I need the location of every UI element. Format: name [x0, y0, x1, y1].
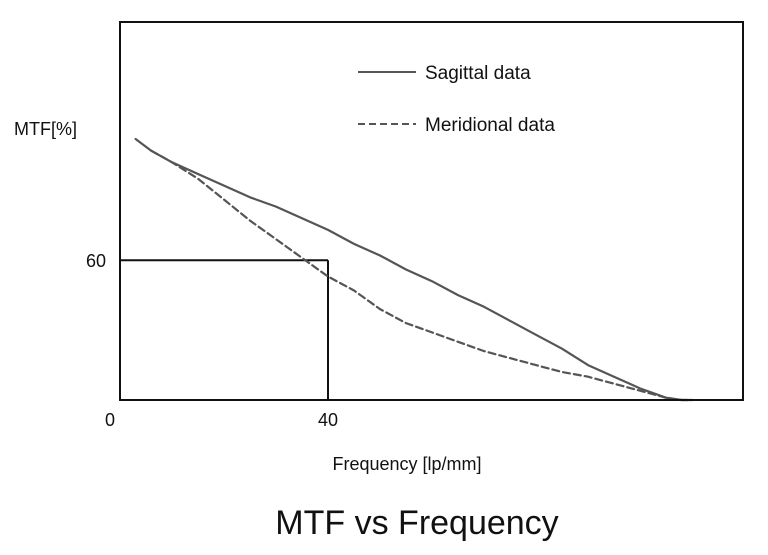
x-axis-label: Frequency [lp/mm] [332, 454, 481, 474]
y-tick-label: 60 [86, 251, 106, 271]
x-tick-label: 0 [105, 410, 115, 430]
x-tick-label: 40 [318, 410, 338, 430]
plot-frame [119, 21, 744, 401]
series-line-meridional [150, 149, 694, 402]
guide-lines [120, 259, 329, 400]
series-group [134, 137, 694, 402]
chart-title: MTF vs Frequency [275, 504, 558, 542]
y-axis-label: MTF[%] [14, 119, 77, 139]
legend: Sagittal data Meridional data [358, 63, 555, 136]
legend-label-meridional: Meridional data [425, 115, 555, 136]
legend-label-sagittal: Sagittal data [425, 63, 531, 84]
series-line-sagittal [134, 137, 694, 402]
